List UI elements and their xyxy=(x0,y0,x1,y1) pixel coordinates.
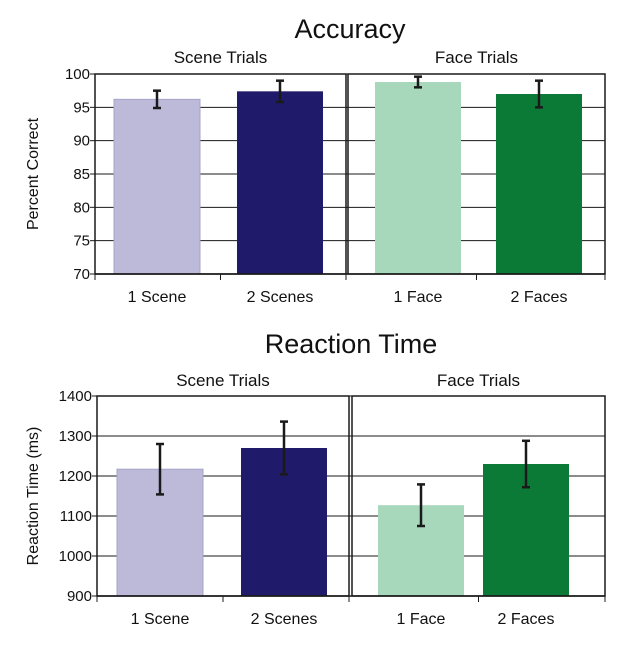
chart-1: Reaction Time Reaction Time (ms) 900 1000 11… xyxy=(25,329,606,628)
bar xyxy=(496,94,582,274)
panel-title: Scene Trials xyxy=(174,48,268,67)
category-label: 2 Faces xyxy=(498,611,555,628)
y-tick-label: 1200 xyxy=(59,468,92,485)
category-label: 1 Face xyxy=(397,611,446,628)
chart-title: Reaction Time xyxy=(265,329,438,359)
y-tick-label: 1300 xyxy=(59,428,92,445)
y-tick-label: 90 xyxy=(73,133,90,150)
panel-title: Scene Trials xyxy=(176,371,270,390)
panel-0: Scene Trials 1 Scene 2 Scenes xyxy=(96,371,350,628)
panel-title: Face Trials xyxy=(437,371,520,390)
y-tick-label: 95 xyxy=(73,99,90,116)
chart-title: Accuracy xyxy=(294,14,406,44)
category-label: 2 Scenes xyxy=(247,289,314,306)
category-label: 1 Scene xyxy=(128,289,187,306)
y-tick-label: 1400 xyxy=(59,388,92,405)
panel-title: Face Trials xyxy=(435,48,518,67)
bar xyxy=(113,98,201,275)
y-tick-label: 85 xyxy=(73,166,90,183)
category-label: 2 Faces xyxy=(511,289,568,306)
y-axis-label: Percent Correct xyxy=(25,117,42,230)
y-tick-label: 1000 xyxy=(59,548,92,565)
category-label: 1 Face xyxy=(394,289,443,306)
panel-0: Scene Trials 1 Scene 2 Scenes xyxy=(94,48,347,306)
y-tick-label: 100 xyxy=(65,66,90,83)
bar xyxy=(375,82,461,274)
panel-1: Face Trials 1 Face 2 Faces xyxy=(351,371,606,628)
y-tick-label: 80 xyxy=(73,199,90,216)
y-tick-label: 900 xyxy=(67,588,92,605)
y-tick-label: 70 xyxy=(73,266,90,283)
category-label: 1 Scene xyxy=(131,611,190,628)
y-axis-label: Reaction Time (ms) xyxy=(25,427,42,566)
category-label: 2 Scenes xyxy=(251,611,318,628)
y-tick-label: 1100 xyxy=(60,508,92,525)
bar xyxy=(237,91,323,274)
y-tick-label: 75 xyxy=(73,233,90,250)
panel-1: Face Trials 1 Face 2 Faces xyxy=(347,48,606,306)
